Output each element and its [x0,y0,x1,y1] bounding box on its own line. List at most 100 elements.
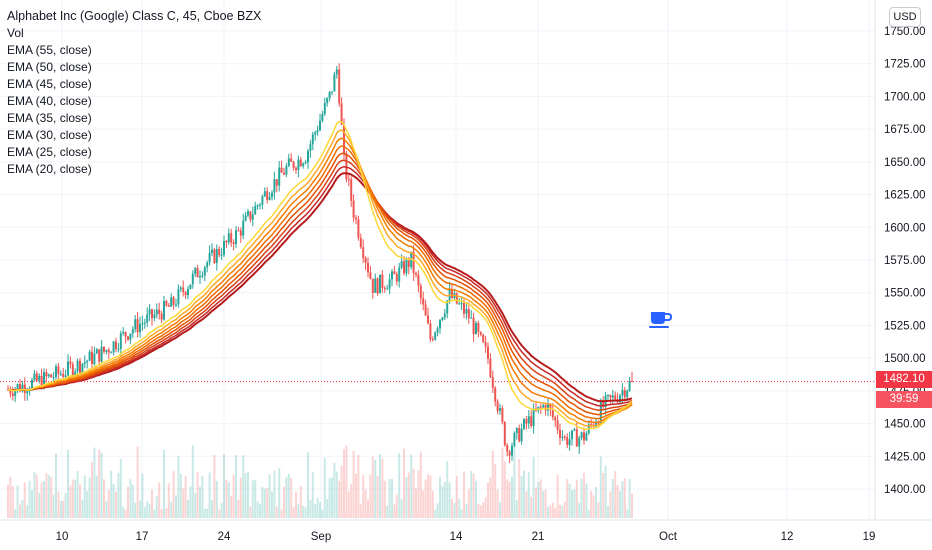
price-axis[interactable]: 1750.00 1725.00 1700.00 1675.00 1650.00 1625.… [874,0,926,520]
candle-body [141,323,144,325]
candle-body [163,300,165,320]
candle-body [496,401,499,411]
volume-bar [275,506,278,518]
volume-bar [273,470,276,518]
volume-bar [285,477,288,518]
coffee-cup-icon[interactable] [648,309,674,331]
volume-bar [91,462,93,518]
candle-body [556,420,559,430]
volume-bar [388,479,391,518]
candle-body [563,436,566,438]
legend-ema-25[interactable]: EMA (25, close) [7,145,92,159]
volume-bar [115,491,117,518]
candle-body [182,287,185,293]
volume-bar [364,489,367,518]
volume-bar [59,500,62,518]
volume-bar [319,501,321,518]
volume-bar [451,499,453,518]
volume-bar [611,479,614,518]
ema-line-40 [7,152,633,416]
candle-body [470,317,473,319]
candle-body [129,333,132,340]
volume-bar [263,488,266,518]
y-tick-label-3: 1675.00 [884,124,926,136]
volume-bar [554,507,557,518]
legend-vol[interactable]: Vol [7,26,24,40]
candle-body [412,251,415,274]
volume-bar [609,491,612,518]
candle-body [211,249,213,253]
candle-body [86,360,89,363]
last-price-label: 1482.10 [876,371,932,388]
candle-body [515,428,518,434]
volume-bar [350,484,353,518]
time-axis[interactable]: 10 17 24 Sep 14 21 Oct 12 19 [0,519,932,543]
candle-body [254,205,257,215]
candle-body [494,387,497,402]
chart-grid [0,0,875,520]
candle-body [122,331,125,334]
symbol-title[interactable]: Alphabet Inc (Google) Class C, 45, Cboe … [7,9,262,23]
volume-bar [491,450,494,518]
volume-bar [535,487,537,518]
candle-body [189,284,192,289]
volume-bar [436,503,439,518]
volume-bar [580,478,583,518]
volume-bar [292,507,295,518]
volume-bar [405,477,408,518]
volume-bar [599,456,602,518]
candle-body [357,219,360,238]
volume-bar [266,488,269,518]
volume-bar [93,447,96,518]
currency-button[interactable]: USD [889,7,921,27]
volume-bar [597,502,600,518]
volume-bar [211,500,213,518]
candle-body [143,322,146,324]
volume-bar [160,509,163,518]
candle-body [611,395,614,398]
volume-bar [307,452,309,518]
volume-bar [379,454,381,518]
candle-body [359,237,362,248]
legend-ema-30[interactable]: EMA (30, close) [7,128,92,142]
candle-body [609,395,612,398]
candle-body [554,417,557,421]
candle-body [52,377,55,379]
volume-bar [203,508,206,518]
candle-body [621,390,624,396]
volume-bar [208,472,211,518]
candle-body [369,272,372,279]
volume-bar [220,503,223,518]
y-tick-label-0: 1750.00 [884,26,926,38]
candle-body [561,436,564,438]
volume-bar [261,486,264,518]
candle-body [549,404,552,410]
legend-ema-50[interactable]: EMA (50, close) [7,60,92,74]
legend-ema-40[interactable]: EMA (40, close) [7,94,92,108]
volume-bar [57,491,60,518]
volume-bar [95,475,98,518]
candle-body [220,254,223,256]
candle-body [213,249,216,264]
volume-bar [499,501,501,518]
candle-body [311,134,314,145]
legend-ema-35[interactable]: EMA (35, close) [7,111,92,125]
volume-bar [179,473,182,518]
candle-body [499,408,501,411]
candle-body [38,375,41,381]
candle-body [362,247,365,258]
legend-ema-45[interactable]: EMA (45, close) [7,77,92,91]
candle-body [477,323,480,332]
legend-ema-55[interactable]: EMA (55, close) [7,43,92,57]
volume-bar [412,468,415,518]
x-tick-label-0: 10 [56,531,69,543]
volume-bar [309,500,312,518]
candle-body [383,287,386,290]
volume-bar [441,486,444,518]
candle-body [271,192,273,197]
volume-bar [410,454,413,518]
legend-ema-20[interactable]: EMA (20, close) [7,162,92,176]
chart-legend: Alphabet Inc (Google) Class C, 45, Cboe … [7,8,261,178]
y-tick-label-9: 1525.00 [884,320,926,332]
